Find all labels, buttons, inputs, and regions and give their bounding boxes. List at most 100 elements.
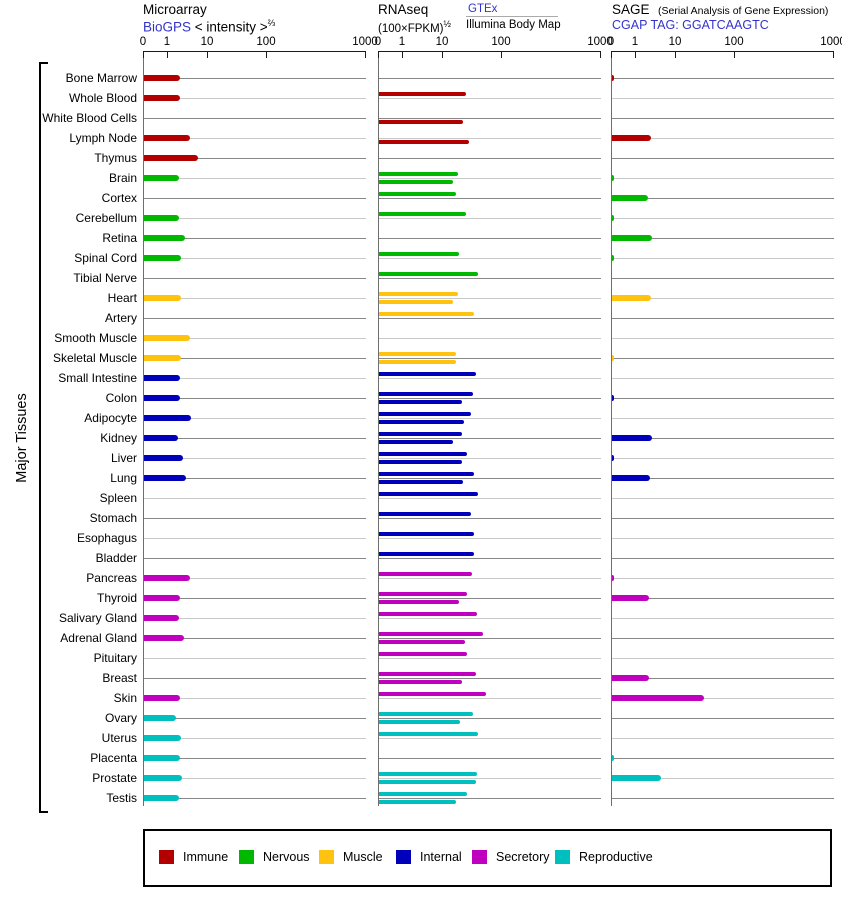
grid-line-rnaseq bbox=[379, 458, 601, 459]
bar-sage bbox=[612, 175, 614, 181]
grid-line-sage bbox=[612, 678, 834, 679]
grid-line-microarray bbox=[144, 438, 366, 439]
grid-line-rnaseq bbox=[379, 78, 601, 79]
microarray-axis-tick-label-0: 0 bbox=[139, 36, 147, 48]
bar-rnaseq-gtex bbox=[379, 272, 478, 276]
sage-axis-tick-label-0: 0 bbox=[607, 36, 615, 48]
grid-line-rnaseq bbox=[379, 258, 601, 259]
grid-line-sage bbox=[612, 338, 834, 339]
tissue-label-retina: Retina bbox=[102, 231, 137, 245]
grid-line-rnaseq bbox=[379, 138, 601, 139]
grid-line-microarray bbox=[144, 698, 366, 699]
bar-rnaseq-gtex bbox=[379, 352, 456, 356]
bar-rnaseq-gtex bbox=[379, 392, 473, 396]
grid-line-microarray bbox=[144, 398, 366, 399]
sage-axis-tick-1000 bbox=[833, 51, 834, 58]
bar-sage bbox=[612, 755, 614, 761]
grid-line-sage bbox=[612, 398, 834, 399]
grid-line-sage bbox=[612, 498, 834, 499]
biogps-link[interactable]: BioGPS bbox=[143, 19, 192, 35]
tissue-label-small-intestine: Small Intestine bbox=[58, 371, 137, 385]
tissue-label-white-blood-cells: White Blood Cells bbox=[42, 111, 137, 125]
grid-line-microarray bbox=[144, 218, 366, 219]
microarray-axis-tick-label-1000: 1000 bbox=[352, 36, 378, 48]
bar-rnaseq-illumina bbox=[379, 480, 463, 484]
bar-rnaseq-gtex bbox=[379, 412, 471, 416]
legend-label-muscle: Muscle bbox=[343, 850, 383, 864]
legend-label-reproductive: Reproductive bbox=[579, 850, 653, 864]
grid-line-sage bbox=[612, 218, 834, 219]
grid-line-rnaseq bbox=[379, 658, 601, 659]
legend-label-nervous: Nervous bbox=[263, 850, 310, 864]
microarray-axis-tick-label-1: 1 bbox=[163, 36, 171, 48]
microarray-axis-tick-label-10: 10 bbox=[200, 36, 214, 48]
bar-rnaseq-gtex bbox=[379, 492, 478, 496]
bar-rnaseq-gtex bbox=[379, 712, 473, 716]
bar-rnaseq-illumina bbox=[379, 300, 453, 304]
bar-rnaseq-gtex bbox=[379, 312, 474, 316]
bar-rnaseq-gtex bbox=[379, 432, 462, 436]
rnaseq-axis-tick-label-100: 100 bbox=[491, 36, 511, 48]
tissue-label-stomach: Stomach bbox=[89, 511, 137, 525]
grid-line-microarray bbox=[144, 738, 366, 739]
rnaseq-axis-tick-label-0: 0 bbox=[374, 36, 382, 48]
tissue-label-ovary: Ovary bbox=[104, 711, 137, 725]
legend-label-immune: Immune bbox=[183, 850, 229, 864]
grid-line-microarray bbox=[144, 378, 366, 379]
bar-microarray bbox=[144, 395, 180, 401]
tissue-label-testis: Testis bbox=[106, 791, 137, 805]
bar-rnaseq-illumina bbox=[379, 120, 463, 124]
tissue-label-spleen: Spleen bbox=[99, 491, 137, 505]
bar-rnaseq-illumina bbox=[379, 400, 462, 404]
grid-line-rnaseq bbox=[379, 438, 601, 439]
legend: Immune Nervous Muscle Internal Secretory Repr… bbox=[143, 829, 832, 887]
microarray-subtitle: BioGPS < intensity >⅔ bbox=[143, 18, 275, 35]
microarray-axis-tick-0 bbox=[143, 51, 144, 58]
grid-line-microarray bbox=[144, 558, 366, 559]
microarray-title: Microarray bbox=[143, 2, 207, 17]
sage-pane-edge bbox=[611, 51, 612, 806]
grid-line-microarray bbox=[144, 638, 366, 639]
bar-sage bbox=[612, 775, 661, 781]
grid-line-rnaseq bbox=[379, 218, 601, 219]
grid-line-sage bbox=[612, 138, 834, 139]
microarray-axis-tick-1000 bbox=[365, 51, 366, 58]
bar-rnaseq-gtex bbox=[379, 472, 474, 476]
bar-rnaseq-gtex bbox=[379, 772, 477, 776]
grid-line-rnaseq bbox=[379, 538, 601, 539]
grid-line-rnaseq bbox=[379, 518, 601, 519]
tissue-label-lung: Lung bbox=[110, 471, 137, 485]
tissue-label-whole-blood: Whole Blood bbox=[68, 91, 137, 105]
bar-rnaseq-illumina bbox=[379, 360, 456, 364]
bar-rnaseq-illumina bbox=[379, 800, 456, 804]
tissue-label-kidney: Kidney bbox=[100, 431, 137, 445]
tissue-label-adrenal-gland: Adrenal Gland bbox=[60, 631, 137, 645]
illumina-body-map-label: Illumina Body Map bbox=[466, 19, 561, 31]
grid-line-sage bbox=[612, 298, 834, 299]
rnaseq-axis-tick-label-1: 1 bbox=[398, 36, 406, 48]
tissue-label-salivary-gland: Salivary Gland bbox=[58, 611, 137, 625]
bar-sage bbox=[612, 675, 649, 681]
sage-axis-tick-0 bbox=[611, 51, 612, 58]
microarray-exponent: ⅔ bbox=[267, 18, 276, 28]
bar-microarray bbox=[144, 595, 180, 601]
bar-microarray bbox=[144, 155, 198, 161]
grid-line-rnaseq bbox=[379, 558, 601, 559]
grid-line-rnaseq bbox=[379, 618, 601, 619]
tissue-label-pancreas: Pancreas bbox=[86, 571, 137, 585]
bar-microarray bbox=[144, 135, 190, 141]
grid-line-sage bbox=[612, 78, 834, 79]
grid-line-microarray bbox=[144, 578, 366, 579]
bar-rnaseq-gtex bbox=[379, 612, 477, 616]
bar-rnaseq-illumina bbox=[379, 440, 453, 444]
cgap-tag-link[interactable]: CGAP TAG: GGATCAAGTC bbox=[612, 18, 769, 32]
grid-line-rnaseq bbox=[379, 118, 601, 119]
bar-microarray bbox=[144, 735, 181, 741]
grid-line-microarray bbox=[144, 178, 366, 179]
grid-line-sage bbox=[612, 638, 834, 639]
grid-line-microarray bbox=[144, 778, 366, 779]
tissue-label-cerebellum: Cerebellum bbox=[75, 211, 137, 225]
tissue-label-uterus: Uterus bbox=[101, 731, 137, 745]
grid-line-microarray bbox=[144, 258, 366, 259]
gtex-link[interactable]: GTEx bbox=[468, 3, 498, 15]
